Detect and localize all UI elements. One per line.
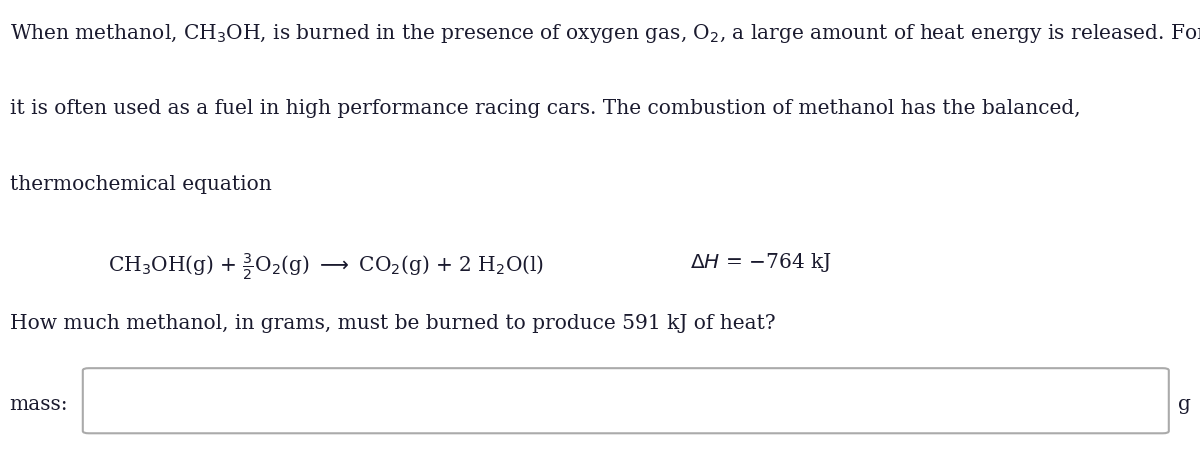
Text: CH$_3$OH(g) + $\frac{3}{2}$O$_2$(g) $\longrightarrow$ CO$_2$(g) + 2 H$_2$O(l): CH$_3$OH(g) + $\frac{3}{2}$O$_2$(g) $\lo… — [108, 251, 544, 282]
Text: When methanol, CH$_3$OH, is burned in the presence of oxygen gas, O$_2$, a large: When methanol, CH$_3$OH, is burned in th… — [10, 22, 1200, 45]
Text: thermochemical equation: thermochemical equation — [10, 175, 271, 194]
Text: How much methanol, in grams, must be burned to produce 591 kJ of heat?: How much methanol, in grams, must be bur… — [10, 314, 775, 333]
Text: $\Delta H$ = $-$764 kJ: $\Delta H$ = $-$764 kJ — [690, 251, 832, 274]
Text: it is often used as a fuel in high performance racing cars. The combustion of me: it is often used as a fuel in high perfo… — [10, 99, 1080, 118]
FancyBboxPatch shape — [83, 368, 1169, 433]
Text: g: g — [1178, 395, 1192, 414]
Text: mass:: mass: — [10, 395, 68, 414]
